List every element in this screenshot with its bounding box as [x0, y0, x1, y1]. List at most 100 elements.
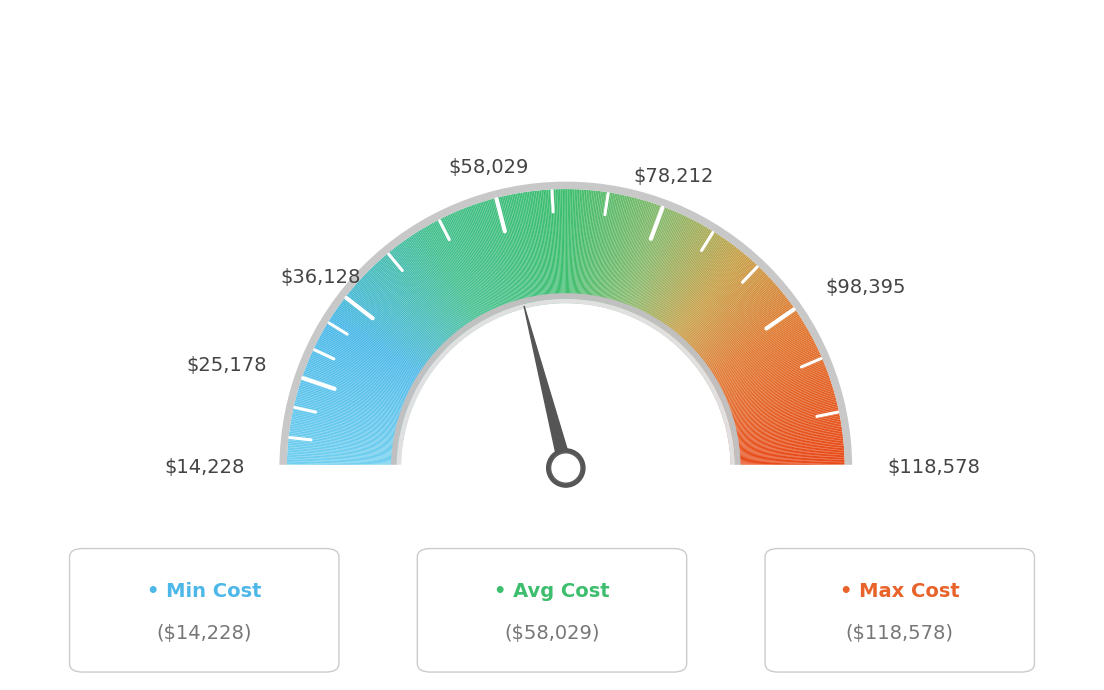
Wedge shape: [724, 390, 835, 423]
Wedge shape: [454, 212, 500, 317]
Wedge shape: [665, 244, 734, 337]
Wedge shape: [730, 448, 845, 457]
Wedge shape: [397, 244, 467, 337]
Wedge shape: [445, 215, 496, 319]
FancyBboxPatch shape: [765, 549, 1034, 672]
Wedge shape: [585, 191, 601, 304]
Wedge shape: [613, 201, 647, 310]
Polygon shape: [524, 306, 572, 470]
Wedge shape: [664, 244, 733, 336]
Wedge shape: [517, 193, 538, 306]
Wedge shape: [728, 413, 839, 436]
Wedge shape: [385, 254, 460, 342]
Wedge shape: [505, 195, 531, 307]
Wedge shape: [606, 197, 635, 308]
Wedge shape: [321, 332, 422, 388]
Wedge shape: [721, 373, 829, 413]
Wedge shape: [295, 399, 406, 428]
Wedge shape: [287, 454, 402, 461]
Wedge shape: [460, 209, 505, 315]
Text: $36,128: $36,128: [280, 268, 360, 287]
Text: $78,212: $78,212: [634, 167, 714, 186]
Wedge shape: [726, 411, 839, 435]
Wedge shape: [553, 189, 560, 304]
Wedge shape: [710, 334, 811, 390]
Wedge shape: [287, 455, 401, 462]
Wedge shape: [728, 414, 840, 437]
Wedge shape: [637, 217, 688, 320]
Wedge shape: [580, 190, 591, 304]
Wedge shape: [716, 354, 821, 402]
Wedge shape: [604, 197, 631, 308]
Wedge shape: [417, 230, 479, 328]
Wedge shape: [720, 371, 828, 411]
Wedge shape: [645, 223, 700, 324]
Wedge shape: [707, 324, 806, 384]
Wedge shape: [288, 442, 402, 453]
Wedge shape: [294, 407, 405, 433]
Wedge shape: [682, 270, 764, 353]
Wedge shape: [731, 463, 845, 466]
Wedge shape: [306, 365, 413, 408]
Wedge shape: [479, 202, 516, 311]
Wedge shape: [291, 417, 404, 439]
Wedge shape: [603, 196, 630, 308]
Wedge shape: [411, 235, 475, 331]
Wedge shape: [709, 331, 809, 388]
Wedge shape: [501, 196, 529, 308]
Wedge shape: [597, 195, 622, 306]
Wedge shape: [617, 203, 654, 312]
Text: $98,395: $98,395: [826, 278, 906, 297]
Wedge shape: [677, 262, 755, 347]
Wedge shape: [729, 431, 842, 447]
Wedge shape: [534, 190, 549, 304]
Wedge shape: [668, 248, 740, 339]
Wedge shape: [564, 189, 565, 304]
Wedge shape: [295, 400, 406, 429]
Wedge shape: [365, 273, 448, 354]
Wedge shape: [461, 208, 506, 315]
Wedge shape: [516, 193, 537, 306]
Wedge shape: [617, 204, 656, 312]
Wedge shape: [407, 237, 474, 333]
Wedge shape: [450, 213, 499, 318]
Wedge shape: [315, 344, 418, 396]
Wedge shape: [328, 322, 426, 382]
Wedge shape: [287, 451, 402, 459]
Wedge shape: [304, 371, 412, 411]
Text: ($14,228): ($14,228): [157, 624, 252, 643]
Wedge shape: [726, 409, 839, 434]
Wedge shape: [558, 189, 562, 304]
Wedge shape: [711, 335, 811, 391]
Text: $118,578: $118,578: [888, 458, 980, 477]
Wedge shape: [336, 310, 431, 375]
Wedge shape: [691, 286, 778, 362]
Wedge shape: [559, 189, 563, 304]
Wedge shape: [291, 414, 404, 437]
Wedge shape: [289, 433, 402, 448]
Wedge shape: [358, 281, 444, 358]
Wedge shape: [466, 207, 508, 314]
Wedge shape: [729, 423, 841, 442]
Wedge shape: [683, 272, 765, 353]
Wedge shape: [329, 319, 427, 381]
Wedge shape: [681, 268, 762, 351]
Wedge shape: [583, 190, 597, 304]
Wedge shape: [715, 353, 820, 401]
Wedge shape: [363, 275, 447, 355]
Wedge shape: [507, 195, 532, 307]
Wedge shape: [428, 224, 486, 325]
Wedge shape: [627, 209, 671, 315]
Wedge shape: [481, 201, 517, 311]
Wedge shape: [544, 190, 554, 304]
Wedge shape: [493, 198, 523, 309]
Text: • Max Cost: • Max Cost: [840, 582, 959, 600]
Wedge shape: [729, 430, 842, 446]
Wedge shape: [427, 225, 485, 325]
Wedge shape: [633, 213, 681, 318]
Wedge shape: [388, 252, 461, 341]
Wedge shape: [310, 354, 415, 402]
Wedge shape: [625, 208, 667, 315]
Wedge shape: [300, 380, 410, 417]
Wedge shape: [491, 199, 523, 309]
